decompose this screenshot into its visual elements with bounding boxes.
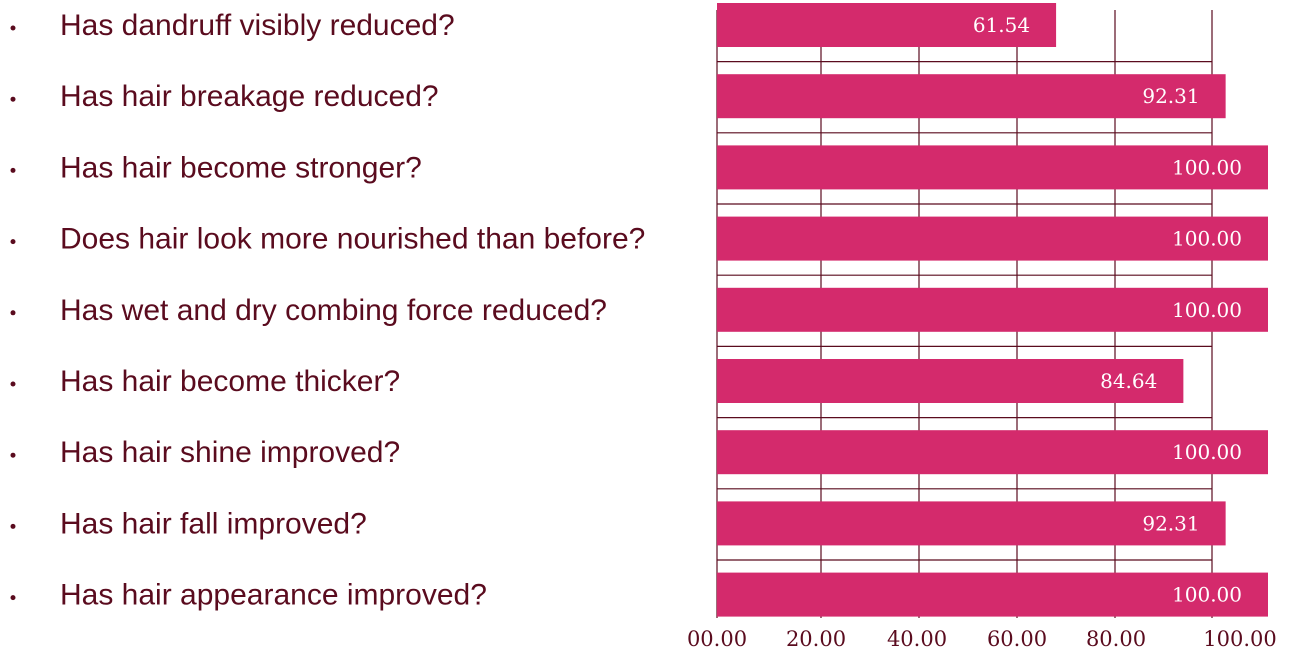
bar-value-label: 61.54: [973, 13, 1030, 37]
bullet-icon: [10, 25, 16, 31]
bars: 61.54 92.31 100.00 100.00 100.00 84.64 100.00 9…: [717, 3, 1268, 617]
question-label: Has dandruff visibly reduced?: [60, 9, 455, 42]
bullet-icon: [10, 239, 16, 245]
bar-value-label: 100.00: [1172, 298, 1242, 322]
bullet-icon: [10, 310, 16, 316]
question-labels: Has dandruff visibly reduced? Has hair br…: [10, 9, 645, 612]
bar-value-label: 100.00: [1172, 440, 1242, 464]
question-label: Has wet and dry combing force reduced?: [60, 294, 607, 327]
question-label: Has hair shine improved?: [60, 436, 400, 469]
question-label: Has hair become stronger?: [60, 151, 422, 184]
bar-value-label: 100.00: [1172, 227, 1242, 251]
bar-3: [717, 145, 1268, 190]
x-tick-label: 100.00: [1203, 627, 1276, 651]
bullet-icon: [10, 523, 16, 529]
bar-1: [717, 3, 1057, 47]
bar-5: [717, 287, 1268, 332]
bar-6: [717, 359, 1184, 403]
x-tick-label: 80.00: [1086, 627, 1146, 651]
bullet-icon: [10, 452, 16, 458]
bullet-icon: [10, 96, 16, 102]
question-label: Has hair become thicker?: [60, 365, 400, 398]
x-tick-label: 40.00: [887, 627, 947, 651]
bullet-icon: [10, 381, 16, 387]
bar-8: [717, 501, 1226, 546]
bar-value-label: 100.00: [1172, 155, 1242, 179]
question-label: Has hair appearance improved?: [60, 579, 487, 612]
bar-2: [717, 74, 1226, 119]
question-label: Does hair look more nourished than befor…: [60, 223, 645, 256]
x-tick-label: 00.00: [687, 627, 747, 651]
bullet-icon: [10, 595, 16, 601]
bar-value-label: 100.00: [1172, 583, 1242, 607]
bar-value-label: 92.31: [1142, 511, 1199, 535]
x-axis-ticks: 00.00 20.00 40.00 60.00 80.00 100.00: [687, 627, 1277, 651]
question-label: Has hair fall improved?: [60, 507, 367, 540]
bar-7: [717, 430, 1268, 475]
bar-9: [717, 572, 1268, 617]
x-tick-label: 20.00: [786, 627, 846, 651]
bar-value-label: 84.64: [1100, 369, 1157, 393]
bar-value-label: 92.31: [1142, 84, 1199, 108]
question-label: Has hair breakage reduced?: [60, 80, 439, 113]
bullet-icon: [10, 167, 16, 173]
x-tick-label: 60.00: [987, 627, 1047, 651]
bar-4: [717, 216, 1268, 261]
